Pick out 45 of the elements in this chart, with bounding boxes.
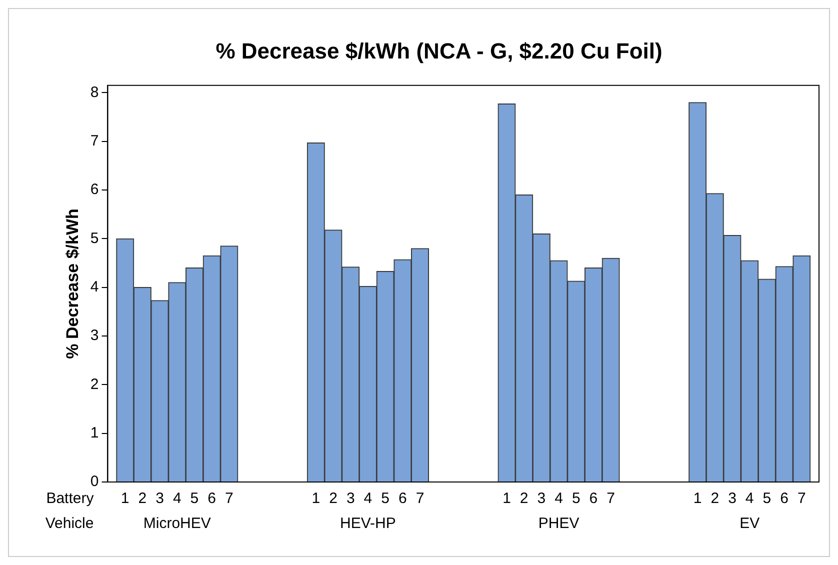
x-tick-label: 3 [346,490,355,508]
x-tick-label: 4 [745,490,754,508]
y-tick-label: 0 [90,473,99,490]
chart-title: % Decrease $/kWh (NCA - G, $2.20 Cu Foil) [216,38,662,64]
x-tick-label: 2 [710,490,720,508]
x-tick-label: 5 [190,490,199,508]
x-tick-label: 6 [780,490,788,508]
y-tick-label: 8 [90,84,99,101]
y-tick-label: 3 [90,327,99,344]
x-tick-label: 6 [208,490,216,508]
x-tick-label: 4 [364,490,372,508]
y-tick-label: 5 [90,230,99,247]
x-tick-label: 7 [416,490,424,508]
text: MicroHEV [143,515,211,532]
x-tick-label: 1 [502,490,511,508]
x-tick-label: 5 [381,490,390,508]
x-tick-label: 5 [762,490,772,508]
x-tick-label: 3 [537,490,546,508]
text: Vehicle [45,515,94,532]
x-tick-label: 3 [728,490,736,508]
x-tick-label: 6 [398,490,407,508]
x-tick-label: 4 [172,490,182,508]
y-tick-label: 4 [90,278,99,296]
x-tick-label: 7 [797,490,806,508]
x-tick-label: 7 [606,490,615,508]
text: PHEV [538,515,580,532]
y-tick-label: 6 [90,181,99,198]
text: EV [740,515,760,532]
x-tick-label: 1 [693,490,702,508]
x-tick-label: 2 [520,490,528,508]
x-tick-label: 7 [225,490,234,508]
x-tick-label: 1 [120,490,130,508]
y-tick-label: 2 [90,376,99,393]
x-tick-label: 4 [554,490,563,508]
y-tick-label: 7 [90,132,99,150]
text: HEV-HP [340,515,396,532]
x-tick-label: 2 [329,490,338,508]
y-tick-label: 1 [90,424,99,442]
x-tick-label: 3 [156,490,164,508]
x-tick-label: 5 [572,490,580,508]
x-tick-label: 2 [138,490,147,508]
x-tick-label: 1 [312,490,320,508]
text: Battery [46,490,94,508]
y-axis-title: % Decrease $/kWh [62,208,82,359]
x-tick-label: 6 [589,490,598,508]
